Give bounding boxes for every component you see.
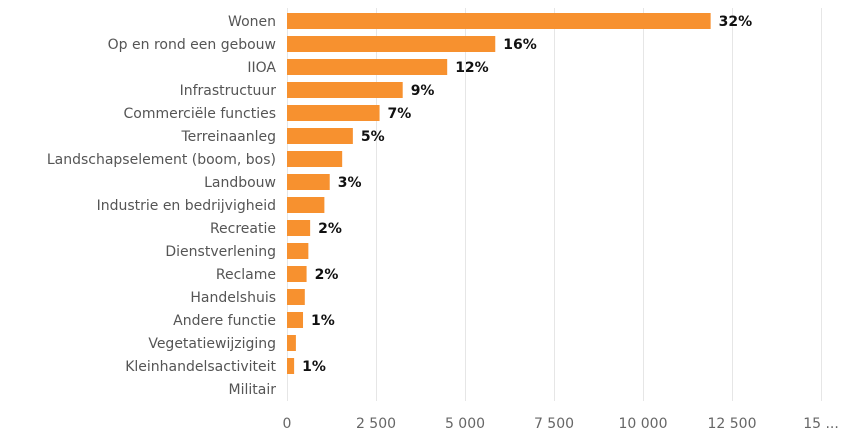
category-label: Reclame [216, 267, 276, 283]
category-labels: Wonen Op en rond een gebouw IIOA Infrastruc… [47, 14, 277, 398]
data-label: 32% [719, 14, 753, 30]
bar[interactable] [287, 105, 380, 121]
data-label: 7% [388, 106, 412, 122]
category-label: Op en rond een gebouw [108, 37, 276, 53]
category-label: Militair [229, 382, 277, 398]
x-tick-label: 12 500 [708, 416, 757, 432]
bar[interactable] [287, 358, 295, 374]
bar[interactable] [287, 36, 496, 52]
bar[interactable] [287, 289, 305, 305]
x-tick-label: 0 [283, 416, 292, 432]
bars [287, 13, 711, 374]
bar[interactable] [287, 335, 296, 351]
bar[interactable] [287, 82, 403, 98]
bar[interactable] [287, 59, 448, 75]
data-label: 3% [338, 175, 362, 191]
data-label: 12% [455, 60, 489, 76]
bar[interactable] [287, 128, 353, 144]
data-label: 2% [315, 267, 339, 283]
bar[interactable] [287, 174, 330, 190]
x-tick-label: 5 000 [445, 416, 485, 432]
data-label: 1% [302, 359, 326, 375]
category-label: Infrastructuur [180, 83, 277, 99]
bar[interactable] [287, 266, 307, 282]
x-axis-tick-labels: 0 2 500 5 000 7 500 10 000 12 500 15 ... [283, 416, 839, 432]
category-label: Vegetatiewijziging [148, 336, 276, 352]
data-label: 1% [311, 313, 335, 329]
category-label: Recreatie [210, 221, 276, 237]
data-labels: 32% 16% 12% 9% 7%5% 3% 2% 2% 1% 1% [302, 14, 752, 375]
data-label: 5% [361, 129, 385, 145]
category-label: Dienstverlening [165, 244, 276, 260]
x-tick-label: 2 500 [356, 416, 396, 432]
bar[interactable] [287, 151, 343, 167]
data-label: 9% [411, 83, 435, 99]
bar[interactable] [287, 243, 309, 259]
category-label: Landschapselement (boom, bos) [47, 152, 276, 168]
category-label: Handelshuis [190, 290, 276, 306]
category-label: Landbouw [204, 175, 276, 191]
x-tick-label: 15 ... [803, 416, 839, 432]
category-label: Andere functie [173, 313, 276, 329]
bar[interactable] [287, 220, 311, 236]
bar[interactable] [287, 197, 325, 213]
category-label: Terreinaanleg [180, 129, 276, 145]
data-label: 16% [503, 37, 537, 53]
category-label: Commerciële functies [124, 106, 277, 122]
bar[interactable] [287, 13, 711, 29]
x-tick-label: 10 000 [619, 416, 668, 432]
data-label: 2% [318, 221, 342, 237]
category-label: Industrie en bedrijvigheid [97, 198, 276, 214]
x-tick-label: 7 500 [534, 416, 574, 432]
bar[interactable] [287, 312, 304, 328]
category-label: IIOA [247, 60, 276, 76]
category-label: Wonen [228, 14, 276, 30]
category-label: Kleinhandelsactiviteit [125, 359, 276, 375]
